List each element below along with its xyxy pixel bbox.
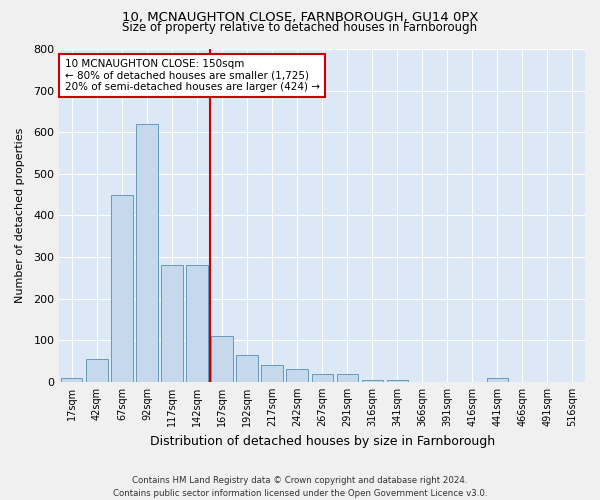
- Bar: [337, 374, 358, 382]
- Bar: [111, 194, 133, 382]
- Text: Contains HM Land Registry data © Crown copyright and database right 2024.
Contai: Contains HM Land Registry data © Crown c…: [113, 476, 487, 498]
- Bar: [86, 359, 107, 382]
- Text: Size of property relative to detached houses in Farnborough: Size of property relative to detached ho…: [122, 22, 478, 35]
- Bar: [262, 366, 283, 382]
- Bar: [386, 380, 408, 382]
- Bar: [362, 380, 383, 382]
- Bar: [236, 355, 258, 382]
- Bar: [161, 266, 182, 382]
- X-axis label: Distribution of detached houses by size in Farnborough: Distribution of detached houses by size …: [149, 434, 495, 448]
- Bar: [211, 336, 233, 382]
- Bar: [311, 374, 333, 382]
- Text: 10 MCNAUGHTON CLOSE: 150sqm
← 80% of detached houses are smaller (1,725)
20% of : 10 MCNAUGHTON CLOSE: 150sqm ← 80% of det…: [65, 59, 320, 92]
- Bar: [187, 266, 208, 382]
- Bar: [136, 124, 158, 382]
- Bar: [61, 378, 82, 382]
- Bar: [286, 370, 308, 382]
- Bar: [487, 378, 508, 382]
- Y-axis label: Number of detached properties: Number of detached properties: [15, 128, 25, 303]
- Text: 10, MCNAUGHTON CLOSE, FARNBOROUGH, GU14 0PX: 10, MCNAUGHTON CLOSE, FARNBOROUGH, GU14 …: [122, 11, 478, 24]
